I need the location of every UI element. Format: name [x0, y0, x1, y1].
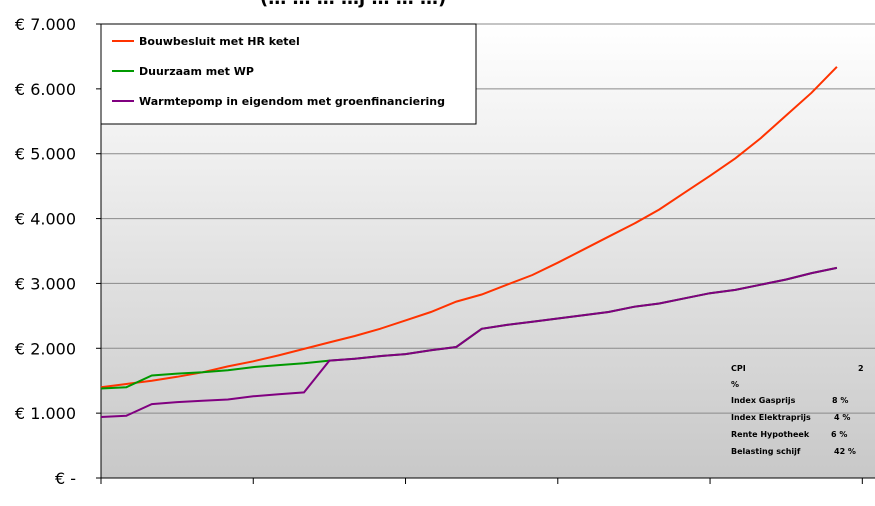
annotation-label: Index Elektraprijs: [731, 413, 811, 422]
legend-label: Warmtepomp in eigendom met groenfinancie…: [139, 95, 445, 108]
chart-title: (… … … …j … … …): [260, 0, 446, 9]
y-tick-label: € 3.000: [15, 274, 76, 293]
y-tick-label: € 4.000: [15, 210, 76, 229]
y-tick-label: € -: [55, 469, 76, 488]
annotation-value: 6 %: [831, 430, 847, 439]
y-tick-label: € 6.000: [15, 80, 76, 99]
annotation-value: 2: [858, 364, 864, 373]
series-line: [100, 66, 838, 389]
annotation-unit: %: [731, 380, 739, 389]
annotation-label: Index Gasprijs: [731, 396, 796, 405]
y-tick-label: € 1.000: [15, 404, 76, 423]
series-line: [100, 266, 838, 418]
annotation-value: 4 %: [834, 413, 850, 422]
annotation-label: Rente Hypotheek: [731, 430, 810, 439]
legend-box: [100, 23, 477, 125]
y-tick-label: € 5.000: [15, 145, 76, 164]
annotation-value: 8 %: [832, 396, 848, 405]
annotation-label: Belasting schijf: [731, 447, 801, 456]
annotation-value: 42 %: [834, 447, 856, 456]
legend-label: Bouwbesluit met HR ketel: [139, 35, 300, 48]
y-tick-label: € 7.000: [15, 15, 76, 34]
y-tick-label: € 2.000: [15, 339, 76, 358]
legend-label: Duurzaam met WP: [139, 65, 254, 78]
annotation-label: CPI: [731, 364, 746, 373]
